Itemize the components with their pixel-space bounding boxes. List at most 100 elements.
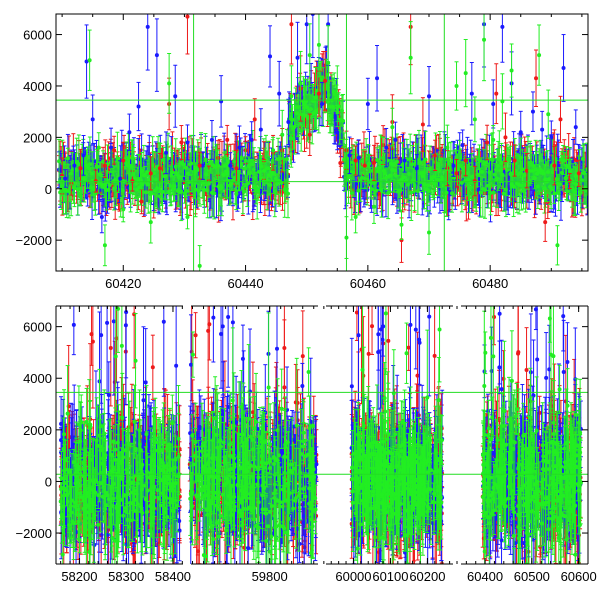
data-point-green [239,147,244,170]
data-point-green [520,149,525,190]
data-point-blue [491,79,496,129]
data-point-green [60,176,65,197]
x-tick-label: 60480 [472,276,508,291]
data-point-green [427,210,432,255]
y-tick-label: 4000 [23,79,52,94]
data-point-blue [173,64,178,128]
data-point-blue [469,61,474,126]
data-point-blue [500,14,505,63]
data-point-blue [249,121,254,159]
y-tick-label: 0 [45,182,52,197]
data-point-green [78,186,83,207]
data-point-green [57,138,62,184]
x-tick-label: 60420 [105,276,141,291]
data-point-green [573,162,578,190]
data-point-green [69,161,74,186]
y-tick-label: 6000 [23,28,52,43]
data-point-red [463,144,468,177]
data-point-blue [451,154,456,177]
data-point-blue [549,120,554,155]
top-axes-frame [55,13,589,272]
data-point-green [509,43,514,98]
data-point-blue [460,129,465,161]
data-point-red [185,14,190,55]
data-point-blue [402,148,407,173]
data-point-blue [154,18,159,92]
data-point-blue [286,98,291,146]
data-point-green [417,163,422,183]
data-point-green [271,136,276,164]
data-point-green [185,204,190,230]
data-point-green [280,109,285,160]
data-point-red [102,153,107,179]
data-point-blue [118,160,123,197]
data-point-red [112,135,117,165]
data-point-green [167,52,172,114]
data-point-green [206,169,211,198]
data-point-red [338,148,343,179]
data-point-green [408,133,413,184]
data-point-green [139,151,144,190]
data-point-green [121,196,126,223]
data-point-blue [145,14,150,71]
data-point-blue [228,152,233,180]
data-point-blue [304,14,309,65]
data-point-green [472,96,477,143]
data-point-green [450,173,455,213]
data-point-green [76,134,81,194]
data-point-green [102,224,107,267]
data-point-green [518,137,523,179]
data-point-green [157,182,162,211]
data-point-green [399,209,404,240]
data-point-green [394,133,399,191]
data-point-blue [164,131,169,175]
data-point-blue [384,127,389,168]
data-point-blue [530,91,535,132]
data-point-green [286,169,291,219]
data-point-blue [81,134,86,176]
data-point-red [225,124,230,155]
data-point-green [341,93,346,148]
data-point-blue [356,139,361,177]
data-point-blue [136,81,141,132]
data-point-green [463,39,468,108]
data-point-red [485,124,490,161]
data-point-red [197,151,202,180]
data-point-red [307,113,312,156]
data-point-green [181,151,186,177]
data-point-green [478,167,483,218]
data-point-blue [540,110,545,149]
data-point-green [160,171,165,213]
data-point-green [261,160,266,182]
data-point-green [585,142,588,196]
data-point-green [555,225,560,266]
data-point-red [524,153,529,189]
data-point-red [454,158,459,188]
data-point-red [494,63,499,125]
data-point-green [491,178,496,207]
data-point-green [307,23,312,87]
data-point-green [546,89,551,139]
data-point-green [362,167,367,190]
data-point-blue [320,81,324,126]
data-point-red [534,49,539,107]
data-point-green [112,170,117,192]
data-point-blue [258,108,263,152]
data-point-red [558,95,563,143]
data-point-red [121,142,126,179]
data-point-red [148,156,153,191]
data-point-green [241,182,246,201]
data-point-green [225,156,230,190]
bottom-panel: 58200 58300 58400 59800 60000 60100 60200 60400… [15,305,597,584]
data-point-green [537,24,542,86]
data-point-green [176,162,181,190]
data-point-blue [63,169,68,188]
data-point-green [335,65,340,128]
y-tick-label: −2000 [15,233,52,248]
data-point-red [139,188,144,215]
data-point-green [298,50,303,116]
data-point-green [96,132,101,164]
data-point-green [436,154,441,178]
data-point-green [243,142,248,179]
data-point-blue [277,60,282,127]
